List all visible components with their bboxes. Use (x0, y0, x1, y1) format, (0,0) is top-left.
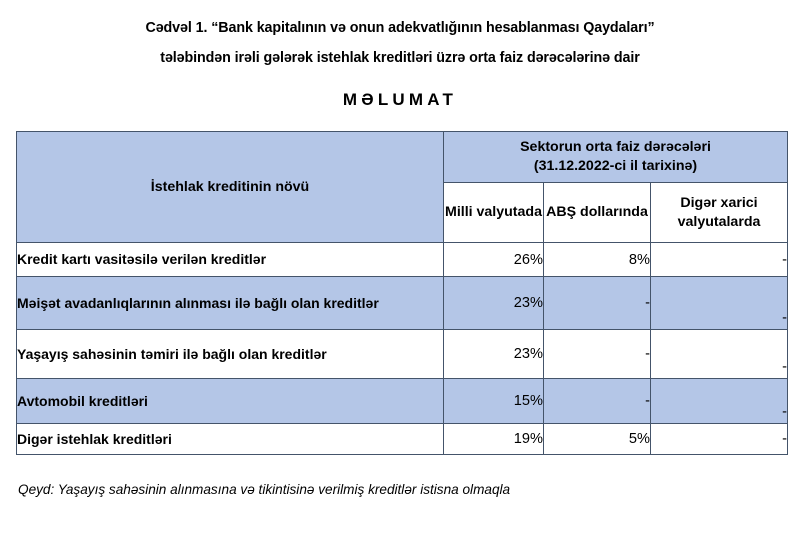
column-header-credit-type: İstehlak kreditinin növü (16, 131, 444, 243)
cell-national-rate: 23% (443, 329, 544, 379)
cell-national-rate: 23% (443, 276, 544, 330)
table-footnote: Qeyd: Yaşayış sahəsinin alınmasına və ti… (18, 482, 511, 497)
cell-credit-type: Yaşayış sahəsinin təmiri ilə bağlı olan … (16, 329, 444, 379)
group-header-line-2: (31.12.2022-ci il tarixinə) (533, 158, 698, 174)
cell-credit-type: Digər istehlak kreditləri (16, 423, 444, 455)
table-header: İstehlak kreditinin növü Sektorun orta f… (16, 131, 788, 243)
cell-usd-rate: 8% (543, 242, 651, 277)
cell-usd-rate: - (543, 378, 651, 424)
table-header-row-2: Milli valyutada ABŞ dollarında Digər xar… (17, 182, 788, 243)
document-subtitle: MƏLUMAT (342, 90, 458, 109)
table-row: Avtomobil kreditləri 15% - - (16, 378, 788, 424)
column-header-usd: ABŞ dollarında (543, 182, 651, 243)
table-row: Yaşayış sahəsinin təmiri ilə bağlı olan … (16, 329, 788, 379)
cell-other-rate: - (650, 423, 788, 455)
table-body: Kredit kartı vasitəsilə verilən kreditlə… (16, 242, 788, 455)
table-row: Digər istehlak kreditləri 19% 5% - (16, 423, 788, 455)
cell-credit-type: Avtomobil kreditləri (16, 378, 444, 424)
cell-national-rate: 26% (443, 242, 544, 277)
cell-national-rate: 19% (443, 423, 544, 455)
table-row: Məişət avadanlıqlarının alınması ilə bağ… (16, 276, 788, 330)
cell-credit-type: Məişət avadanlıqlarının alınması ilə bağ… (16, 276, 444, 330)
cell-national-rate: 15% (443, 378, 544, 424)
table-header-row-1: İstehlak kreditinin növü Sektorun orta f… (16, 131, 788, 243)
column-header-other-currency: Digər xarici valyutalarda (650, 182, 788, 243)
cell-other-rate: - (650, 276, 788, 330)
cell-other-rate: - (650, 378, 788, 424)
table-row: Kredit kartı vasitəsilə verilən kreditlə… (16, 242, 788, 277)
page-title-line-1: Cədvəl 1. “Bank kapitalının və onun adek… (145, 20, 655, 36)
page-title-line-2: tələbindən irəli gələrək istehlak kredit… (160, 50, 640, 66)
column-header-sector-rates-group: Sektorun orta faiz dərəcələri (31.12.2022… (443, 131, 788, 183)
cell-other-rate: - (650, 242, 788, 277)
column-header-national-currency: Milli valyutada (443, 182, 544, 243)
interest-rates-table: İstehlak kreditinin növü Sektorun orta f… (16, 131, 788, 455)
cell-credit-type: Kredit kartı vasitəsilə verilən kreditlə… (16, 242, 444, 277)
table-container: İstehlak kreditinin növü Sektorun orta f… (16, 131, 788, 455)
document-title-block: Cədvəl 1. “Bank kapitalının və onun adek… (0, 0, 800, 73)
cell-usd-rate: 5% (543, 423, 651, 455)
group-header-line-1: Sektorun orta faiz dərəcələri (520, 139, 711, 155)
cell-usd-rate: - (543, 329, 651, 379)
cell-other-rate: - (650, 329, 788, 379)
cell-usd-rate: - (543, 276, 651, 330)
